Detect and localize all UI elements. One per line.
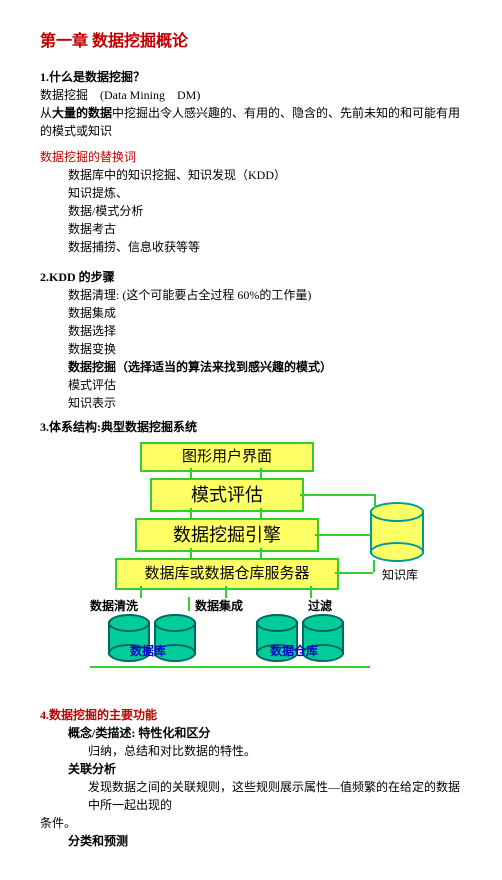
s1-line2: 从大量的数据中挖掘出令人感兴趣的、有用的、隐含的、先前未知的和可能有用的模式或知… [40, 104, 462, 140]
s4-item-d: 归纳，总结和对比数据的特性。 [40, 742, 462, 760]
box-gui: 图形用户界面 [140, 442, 314, 472]
box-engine: 数据挖掘引擎 [135, 518, 319, 552]
s2-item: 模式评估 [40, 376, 462, 394]
s4-item-cont: 条件。 [40, 814, 462, 832]
s2-item: 知识表示 [40, 394, 462, 412]
s1-heading: 1.什么是数据挖掘？ [40, 68, 462, 86]
s2-item: 数据挖掘（选择适当的算法来找到感兴趣的模式） [40, 358, 462, 376]
syn-item: 知识提炼、 [40, 184, 462, 202]
s2-item: 数据选择 [40, 322, 462, 340]
s4-item-h: 分类和预测 [40, 832, 462, 850]
syn-heading: 数据挖掘的替换词 [40, 148, 462, 166]
s2-item: 数据集成 [40, 304, 462, 322]
box-pattern: 模式评估 [150, 478, 304, 512]
kb-label: 知识库 [370, 566, 430, 584]
s2-heading: 2.KDD 的步骤 [40, 268, 462, 286]
syn-item: 数据捕捞、信息收获等等 [40, 238, 462, 256]
filter-label: 过滤 [308, 597, 332, 615]
s4-heading: 4.数据挖掘的主要功能 [40, 706, 462, 724]
s3-heading: 3.体系结构:典型数据挖掘系统 [40, 418, 462, 436]
s1-line1: 数据挖掘 (Data Mining DM) [40, 86, 462, 104]
architecture-diagram: 图形用户界面 模式评估 数据挖掘引擎 数据库或数据仓库服务器 知识库 数据清洗 … [70, 442, 470, 702]
dw-label: 数据仓库 [270, 642, 318, 660]
chapter-title: 第一章 数据挖掘概论 [40, 30, 462, 54]
s4-item-h: 概念/类描述: 特性化和区分 [40, 724, 462, 742]
syn-item: 数据库中的知识挖掘、知识发现（KDD） [40, 166, 462, 184]
integ-label: 数据集成 [195, 597, 243, 615]
syn-item: 数据考古 [40, 220, 462, 238]
s4-item-d: 发现数据之间的关联规则，这些规则展示属性—值频繁的在给定的数据中所一起出现的 [40, 778, 462, 814]
box-server: 数据库或数据仓库服务器 [115, 558, 339, 590]
db-label: 数据库 [130, 642, 166, 660]
kb-cylinder [370, 502, 424, 562]
clean-label: 数据清洗 [90, 597, 138, 615]
s2-item: 数据变换 [40, 340, 462, 358]
s4-item-h: 关联分析 [40, 760, 462, 778]
syn-item: 数据/模式分析 [40, 202, 462, 220]
s2-item: 数据清理: (这个可能要占全过程 60%的工作量) [40, 286, 462, 304]
